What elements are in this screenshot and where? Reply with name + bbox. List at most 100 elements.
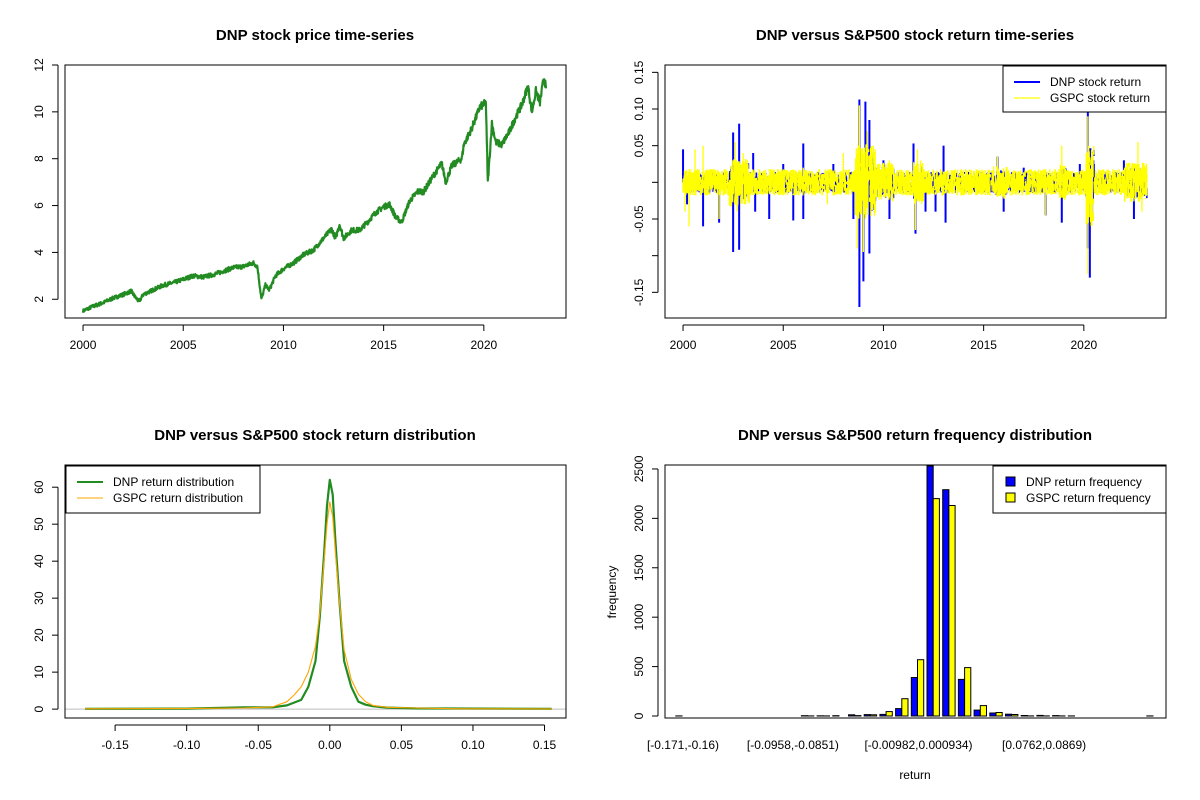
y-tick-label: -0.15 bbox=[632, 278, 646, 306]
price-chart: DNP stock price time-series 2000 2005 2010… bbox=[32, 27, 567, 352]
price-line bbox=[81, 78, 548, 313]
chart-title: DNP versus S&P500 stock return time-seri… bbox=[756, 27, 1074, 44]
y-tick-label: 40 bbox=[32, 554, 46, 568]
return-histogram-chart: DNP versus S&P500 return frequency distr… bbox=[605, 427, 1167, 782]
x-tick-label: 0.05 bbox=[390, 738, 414, 752]
x-tick-label: -0.05 bbox=[245, 738, 273, 752]
legend-swatch-dnp bbox=[1005, 476, 1016, 487]
x-axis-label: return bbox=[899, 768, 930, 782]
dnp-frequency-bar bbox=[926, 465, 934, 717]
legend-label-dnp: DNP return frequency bbox=[1026, 475, 1142, 489]
legend-label-gspc: GSPC return distribution bbox=[113, 491, 243, 505]
y-tick-label: 500 bbox=[632, 656, 646, 676]
y-tick-label: 2 bbox=[32, 296, 46, 303]
legend-label-dnp: DNP return distribution bbox=[113, 475, 234, 489]
x-tick-label: 2015 bbox=[970, 338, 997, 352]
dnp-frequency-bar bbox=[895, 708, 903, 717]
legend-swatch-gspc bbox=[1005, 492, 1016, 503]
plot-frame bbox=[64, 464, 567, 719]
x-tick-label: 0.10 bbox=[461, 738, 485, 752]
gspc-frequency-bar bbox=[932, 498, 940, 717]
dnp-frequency-bar bbox=[957, 678, 966, 717]
gspc-density-line bbox=[84, 501, 552, 710]
y-tick-label: 1000 bbox=[632, 604, 646, 631]
dnp-frequency-bar bbox=[910, 677, 918, 717]
dnp-frequency-bar bbox=[879, 713, 887, 717]
y-tick-label: 1500 bbox=[632, 554, 646, 581]
dnp-return-spikes bbox=[682, 99, 1135, 307]
y-tick-label: 0.05 bbox=[632, 134, 646, 158]
y-tick-label: 6 bbox=[32, 202, 46, 209]
x-tick-label: 2010 bbox=[870, 338, 897, 352]
dnp-frequency-bar bbox=[989, 712, 997, 717]
y-tick-label: 2000 bbox=[632, 505, 646, 532]
plot-frame bbox=[664, 64, 1167, 319]
plot-frame bbox=[64, 64, 567, 319]
gspc-frequency-bar bbox=[979, 705, 987, 717]
x-tick-label: [-0.0958,-0.0851) bbox=[747, 738, 839, 752]
gspc-frequency-bar bbox=[885, 711, 893, 717]
x-tick-label: 2005 bbox=[170, 338, 197, 352]
chart-title: DNP versus S&P500 return frequency distr… bbox=[738, 427, 1092, 444]
y-tick-label: 10 bbox=[32, 665, 46, 679]
gspc-frequency-bar bbox=[948, 505, 956, 717]
y-tick-label: 0 bbox=[32, 705, 46, 712]
chart-title: DNP stock price time-series bbox=[216, 27, 414, 44]
y-tick-label: 0.15 bbox=[632, 60, 646, 84]
gspc-frequency-bar bbox=[964, 667, 972, 717]
x-tick-label: 2015 bbox=[370, 338, 397, 352]
dnp-frequency-bar bbox=[1005, 713, 1013, 717]
legend-label-gspc: GSPC return frequency bbox=[1026, 491, 1151, 505]
y-tick-label: 30 bbox=[32, 591, 46, 605]
y-tick-label: -0.05 bbox=[632, 205, 646, 233]
x-tick-label: 0.15 bbox=[533, 738, 557, 752]
x-tick-label: [0.0762,0.0869) bbox=[1002, 738, 1086, 752]
legend: DNP stock return GSPC stock return bbox=[1002, 65, 1167, 113]
x-tick-label: 2010 bbox=[270, 338, 297, 352]
x-tick-label: 2020 bbox=[470, 338, 497, 352]
x-tick-label: -0.15 bbox=[101, 738, 129, 752]
dnp-frequency-bar bbox=[973, 709, 981, 717]
legend-label-gspc: GSPC stock return bbox=[1050, 91, 1150, 105]
return-density-chart: DNP versus S&P500 stock return distribut… bbox=[32, 427, 567, 752]
x-tick-label: 2020 bbox=[1070, 338, 1097, 352]
plot-frame bbox=[664, 464, 1167, 719]
legend-box bbox=[1002, 65, 1167, 113]
gspc-frequency-bar bbox=[869, 714, 878, 717]
y-tick-label: 8 bbox=[32, 155, 46, 162]
y-tick-label: 2500 bbox=[632, 455, 646, 482]
x-tick-label: 2000 bbox=[70, 338, 97, 352]
y-tick-label: 60 bbox=[32, 480, 46, 494]
dnp-density-line bbox=[84, 478, 552, 710]
dnp-frequency-bar bbox=[848, 714, 856, 717]
y-tick-label: 4 bbox=[32, 249, 46, 256]
gspc-frequency-bar bbox=[1011, 714, 1019, 717]
x-tick-label: [-0.00982,0.000934) bbox=[864, 738, 972, 752]
chart-title: DNP versus S&P500 stock return distribut… bbox=[154, 427, 475, 444]
x-tick-label: -0.10 bbox=[173, 738, 201, 752]
legend: DNP return distribution GSPC return dist… bbox=[65, 465, 261, 514]
x-tick-label: [-0.171,-0.16) bbox=[647, 738, 719, 752]
x-tick-label: 2005 bbox=[770, 338, 797, 352]
dnp-frequency-bar bbox=[942, 489, 950, 717]
dnp-frequency-bar bbox=[1020, 715, 1028, 717]
legend-box bbox=[65, 465, 261, 514]
y-tick-label: 0 bbox=[632, 712, 646, 719]
gspc-return-spikes bbox=[684, 105, 1143, 274]
return-timeseries-chart: DNP versus S&P500 stock return time-seri… bbox=[632, 27, 1167, 352]
y-tick-label: 20 bbox=[32, 628, 46, 642]
legend-box bbox=[992, 465, 1167, 514]
y-tick-label: 0.10 bbox=[632, 97, 646, 121]
dnp-frequency-bar bbox=[1036, 714, 1044, 717]
dnp-frequency-bar bbox=[863, 714, 871, 717]
x-tick-label: 0.00 bbox=[318, 738, 342, 752]
y-tick-label: 10 bbox=[32, 105, 46, 119]
legend-label-dnp: DNP stock return bbox=[1050, 75, 1141, 89]
gspc-frequency-bar bbox=[995, 712, 1003, 717]
y-tick-label: 50 bbox=[32, 517, 46, 531]
y-axis-label: frequency bbox=[605, 566, 619, 619]
x-tick-label: 2000 bbox=[670, 338, 697, 352]
gspc-frequency-bar bbox=[901, 698, 909, 717]
legend: DNP return frequency GSPC return frequen… bbox=[992, 465, 1167, 514]
